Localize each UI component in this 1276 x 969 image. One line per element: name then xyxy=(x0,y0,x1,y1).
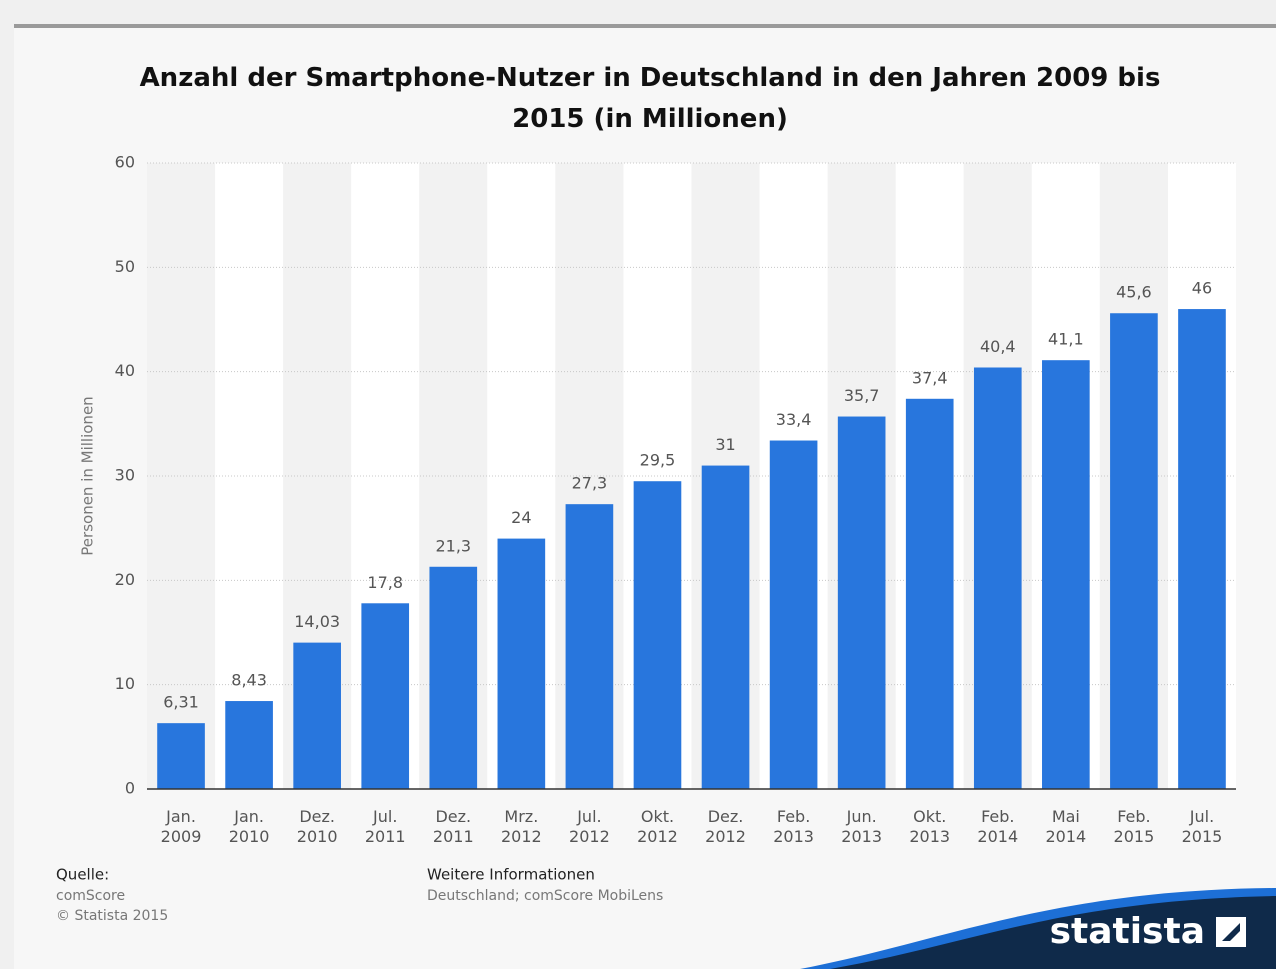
y-tick-label: 30 xyxy=(115,466,135,485)
data-label: 29,5 xyxy=(640,451,676,470)
source-title: Quelle: xyxy=(56,866,109,884)
bar xyxy=(565,504,614,789)
data-label: 21,3 xyxy=(435,536,471,555)
band-stripe xyxy=(147,163,216,789)
x-tick-label: Jan. 2010 xyxy=(229,807,270,846)
y-axis-label: Personen in Millionen xyxy=(79,396,97,555)
data-label: 45,6 xyxy=(1116,283,1152,302)
data-label: 40,4 xyxy=(980,337,1016,356)
bar xyxy=(973,367,1022,789)
data-label: 27,3 xyxy=(572,474,608,493)
x-tick-label: Dez. 2011 xyxy=(433,807,474,846)
bar xyxy=(837,416,886,789)
y-tick-label: 0 xyxy=(125,779,135,798)
x-tick-label: Dez. 2012 xyxy=(705,807,746,846)
bar xyxy=(497,538,546,789)
bar xyxy=(701,465,750,789)
y-tick-label: 40 xyxy=(115,361,135,380)
x-tick-label: Feb. 2013 xyxy=(773,807,814,846)
bar xyxy=(293,642,341,789)
logo: statista xyxy=(1050,911,1205,952)
data-label: 37,4 xyxy=(912,368,948,387)
info: Deutschland; comScore MobiLens xyxy=(427,888,663,904)
logo-background xyxy=(830,896,1276,969)
data-label: 35,7 xyxy=(844,386,880,405)
bar xyxy=(225,701,273,789)
x-tick-label: Mai 2014 xyxy=(1045,807,1086,846)
y-tick-label: 50 xyxy=(115,257,135,276)
y-tick-label: 20 xyxy=(115,570,135,589)
bar xyxy=(157,723,205,789)
bar xyxy=(361,603,410,789)
x-tick-label: Dez. 2010 xyxy=(297,807,338,846)
info-title: Weitere Informationen xyxy=(427,866,595,884)
x-tick-label: Jul. 2011 xyxy=(365,807,406,846)
y-tick-label: 10 xyxy=(115,674,135,693)
x-tick-label: Feb. 2014 xyxy=(977,807,1018,846)
source: comScore xyxy=(56,888,125,904)
bar xyxy=(633,481,682,789)
x-tick-label: Jul. 2015 xyxy=(1182,807,1223,846)
x-tick-label: Jun. 2013 xyxy=(841,807,882,846)
bar xyxy=(1110,313,1158,789)
data-label: 46 xyxy=(1192,279,1212,298)
x-tick-label: Okt. 2013 xyxy=(909,807,950,846)
y-tick-label: 60 xyxy=(115,153,135,172)
data-label: 41,1 xyxy=(1048,330,1084,349)
x-tick-label: Okt. 2012 xyxy=(637,807,678,846)
top-border xyxy=(14,24,1276,28)
x-tick-label: Jul. 2012 xyxy=(569,807,610,846)
x-tick-label: Feb. 2015 xyxy=(1114,807,1155,846)
bar xyxy=(1178,309,1226,789)
data-label: 6,31 xyxy=(163,693,199,712)
copyright: © Statista 2015 xyxy=(56,908,168,924)
bar xyxy=(429,566,478,789)
data-label: 33,4 xyxy=(776,410,812,429)
data-label: 24 xyxy=(511,508,531,527)
x-tick-label: Mrz. 2012 xyxy=(501,807,542,846)
bar xyxy=(769,440,818,789)
x-tick-label: Jan. 2009 xyxy=(161,807,202,846)
data-label: 31 xyxy=(715,435,735,454)
data-label: 17,8 xyxy=(367,573,403,592)
data-label: 14,03 xyxy=(294,612,340,631)
logo-icon xyxy=(1216,917,1246,947)
data-label: 8,43 xyxy=(231,671,267,690)
bar xyxy=(1042,360,1090,789)
bar xyxy=(905,398,954,789)
chart-title: Anzahl der Smartphone-Nutzer in Deutschl… xyxy=(140,63,1161,134)
